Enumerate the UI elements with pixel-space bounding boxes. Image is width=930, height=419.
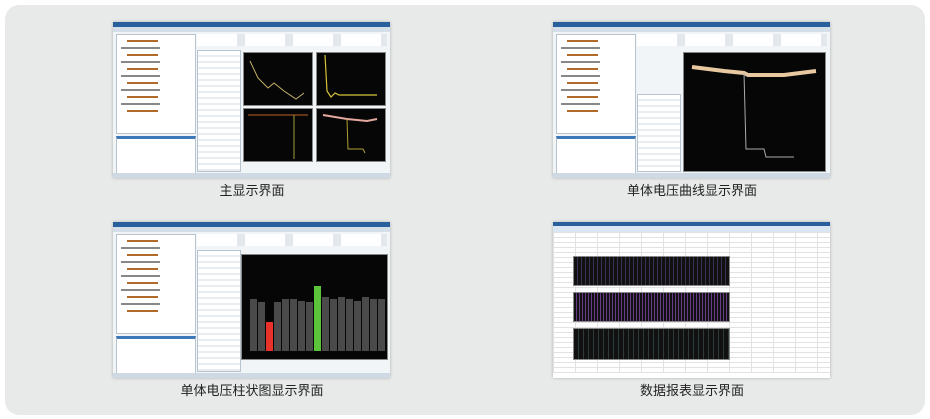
caption-cell-voltage-bar: 单体电压柱状图显示界面 xyxy=(180,384,324,399)
voltage-bar xyxy=(338,297,345,351)
bar-chart xyxy=(241,254,388,360)
caption-data-report: 数据报表显示界面 xyxy=(639,384,744,399)
voltage-bar xyxy=(250,298,257,351)
main-display-screenshot xyxy=(113,22,390,178)
cell-voltage-bar-screenshot xyxy=(113,222,390,378)
voltage-bar xyxy=(290,298,297,351)
voltage-bar xyxy=(362,297,369,351)
voltage-bar xyxy=(370,298,377,351)
voltage-bar xyxy=(282,298,289,351)
showcase-panel: 主显示界面 单体电压曲线显示界面 单体电压柱状图显示界面 数据报表显示界面 xyxy=(5,5,925,415)
voltage-bar xyxy=(306,301,313,351)
voltage-bar xyxy=(322,297,329,351)
voltage-bar xyxy=(274,301,281,351)
voltage-bar xyxy=(346,298,353,351)
caption-main-display: 主显示界面 xyxy=(219,184,285,199)
voltage-bar xyxy=(314,286,321,351)
data-report-screenshot xyxy=(553,222,830,378)
voltage-bar xyxy=(330,298,337,351)
voltage-bar xyxy=(266,322,273,351)
cell-voltage-curve-screenshot xyxy=(553,22,830,178)
voltage-bar xyxy=(298,300,305,351)
caption-cell-voltage-curve: 单体电压曲线显示界面 xyxy=(626,184,757,199)
voltage-bar xyxy=(258,301,265,351)
voltage-bar xyxy=(378,298,385,351)
voltage-bar xyxy=(354,300,361,351)
